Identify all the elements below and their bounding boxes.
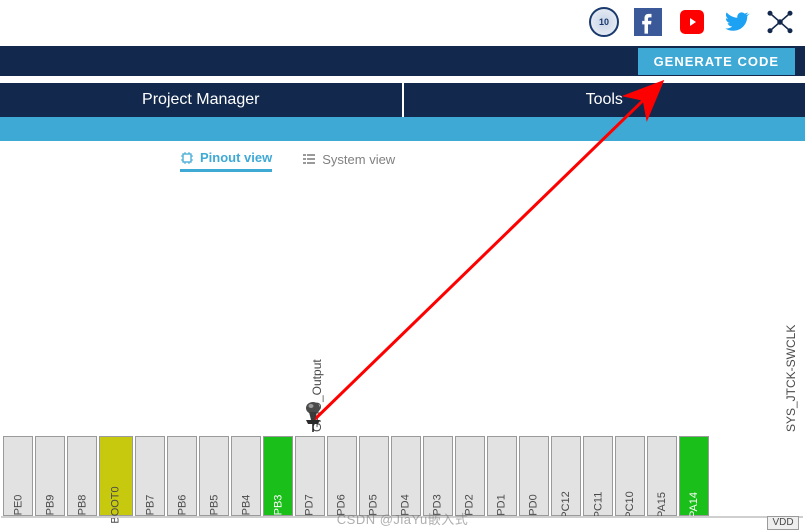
pin-pb9[interactable]: PB9: [35, 436, 65, 516]
sub-bar: [0, 117, 805, 141]
system-view-toggle[interactable]: System view: [302, 152, 395, 171]
pin-pb6[interactable]: PB6: [167, 436, 197, 516]
pin-label: PB6: [176, 495, 188, 516]
pin-pb3[interactable]: PB3: [263, 436, 293, 516]
pin-pc12[interactable]: PC12: [551, 436, 581, 516]
pinout-view-label: Pinout view: [200, 150, 272, 165]
pin-pd4[interactable]: PD4: [391, 436, 421, 516]
list-icon: [302, 152, 316, 166]
pin-label: PB5: [208, 495, 220, 516]
pin-label: PD2: [464, 494, 476, 515]
pin-extra[interactable]: VDD: [767, 516, 799, 530]
pin-label: PC12: [560, 491, 572, 519]
pin-pb5[interactable]: PB5: [199, 436, 229, 516]
pin-pd3[interactable]: PD3: [423, 436, 453, 516]
pin-pb7[interactable]: PB7: [135, 436, 165, 516]
pin-pd2[interactable]: PD2: [455, 436, 485, 516]
pin-label: PD4: [400, 494, 412, 515]
pin-pc10[interactable]: PC10: [615, 436, 645, 516]
pin-label: PB4: [240, 495, 252, 516]
generate-code-button[interactable]: GENERATE CODE: [638, 48, 795, 75]
view-toggles: Pinout view System view: [180, 150, 395, 172]
pin-pa14[interactable]: PA14: [679, 436, 709, 516]
tab-tools[interactable]: Tools: [404, 83, 805, 117]
pin-row: PE0 PB9 PB8 BOOT0 PB7 PB6 PB5 PB4 PB3 PD7 PD6 PD5 PD…: [3, 436, 711, 516]
pin-label: BOOT0: [110, 486, 122, 523]
pin-label: PB8: [76, 495, 88, 516]
tab-project-manager[interactable]: Project Manager: [0, 83, 404, 117]
divider: [1, 516, 803, 518]
pin-label: PA14: [688, 492, 700, 518]
pinout-view-toggle[interactable]: Pinout view: [180, 150, 272, 172]
pin-pa15[interactable]: PA15: [647, 436, 677, 516]
pin-label: PB3: [272, 495, 284, 516]
pin-label: PC11: [592, 492, 604, 519]
pin-function-label-pb3: GPIO_Output: [310, 359, 324, 432]
pin-pe0[interactable]: PE0: [3, 436, 33, 516]
youtube-icon[interactable]: [677, 7, 707, 37]
social-row: 10: [589, 4, 795, 40]
pin-label: PA15: [656, 492, 668, 518]
pin-pb4[interactable]: PB4: [231, 436, 261, 516]
facebook-icon[interactable]: [633, 7, 663, 37]
pin-label: PD0: [528, 494, 540, 515]
action-bar: GENERATE CODE: [0, 46, 805, 76]
pin-pd6[interactable]: PD6: [327, 436, 357, 516]
pin-boot0[interactable]: BOOT0: [99, 436, 133, 516]
pin-label: PE0: [12, 495, 24, 516]
main-tabs: Project Manager Tools: [0, 83, 805, 117]
pin-pd7[interactable]: PD7: [295, 436, 325, 516]
pin-pd1[interactable]: PD1: [487, 436, 517, 516]
pin-label: PD6: [336, 494, 348, 515]
pin-label: PD3: [432, 494, 444, 515]
pin-label: PD1: [496, 494, 508, 515]
pin-pc11[interactable]: PC11: [583, 436, 613, 516]
pin-pb8[interactable]: PB8: [67, 436, 97, 516]
twitter-icon[interactable]: [721, 7, 751, 37]
chip-icon: [180, 151, 194, 165]
pin-label: PD5: [368, 494, 380, 515]
pin-function-label-pa14: SYS_JTCK-SWCLK: [784, 325, 798, 432]
pin-label: PB7: [144, 495, 156, 516]
pin-label: PB9: [44, 495, 56, 516]
system-view-label: System view: [322, 152, 395, 167]
pin-pd0[interactable]: PD0: [519, 436, 549, 516]
pin-label: PD7: [304, 494, 316, 515]
pin-pd5[interactable]: PD5: [359, 436, 389, 516]
pin-label: PC10: [624, 491, 636, 519]
community-icon[interactable]: [765, 7, 795, 37]
anniversary-badge-icon: 10: [589, 7, 619, 37]
